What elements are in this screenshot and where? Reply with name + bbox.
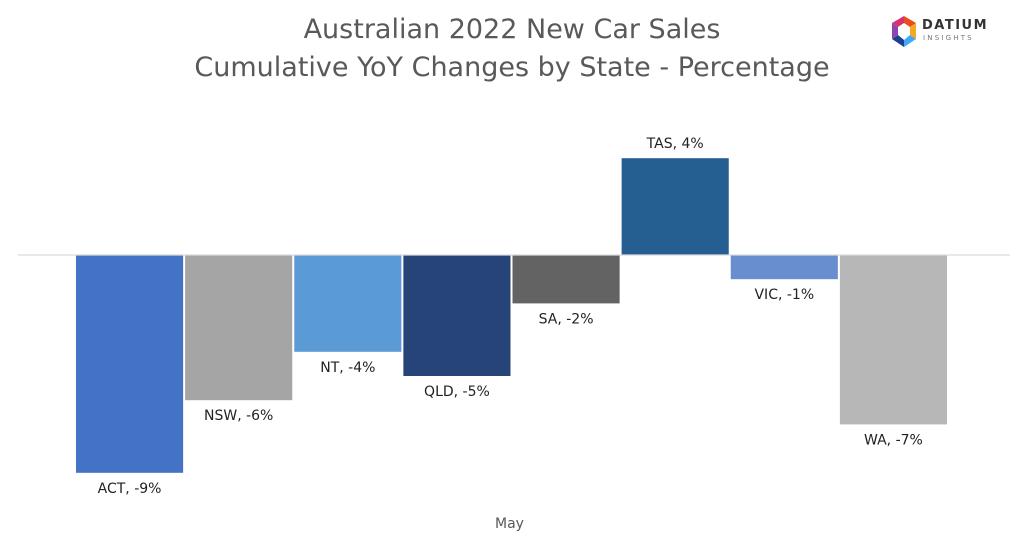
logo-wordmark: DATIUM <box>922 18 989 33</box>
datium-insights-logo: DATIUM INSIGHTS <box>890 15 1010 51</box>
data-label-act: ACT, -9% <box>98 481 162 497</box>
chart-subtitle: Cumulative YoY Changes by State - Percen… <box>194 52 830 83</box>
bar-nsw <box>185 255 293 401</box>
data-label-tas: TAS, 4% <box>646 136 704 152</box>
logo-facet-5 <box>892 23 898 39</box>
logo-facet-1 <box>904 16 916 27</box>
bar-vic <box>730 255 838 280</box>
bar-nt <box>294 255 402 352</box>
data-label-nt: NT, -4% <box>320 360 375 376</box>
logo-facet-2 <box>910 23 916 39</box>
x-axis-label: May <box>495 516 524 532</box>
data-label-qld: QLD, -5% <box>424 384 490 400</box>
data-label-wa: WA, -7% <box>864 432 923 448</box>
bar-act <box>76 255 184 473</box>
logo-subtitle: INSIGHTS <box>923 34 974 42</box>
bar-wa <box>839 255 947 425</box>
logo-facet-3 <box>904 35 916 47</box>
bar-sa <box>512 255 620 304</box>
logo-mark-icon <box>892 16 916 47</box>
data-label-sa: SA, -2% <box>539 311 594 327</box>
data-label-vic: VIC, -1% <box>754 287 814 303</box>
logo-facet-4 <box>892 35 904 47</box>
bar-tas <box>621 158 729 255</box>
bars-group <box>76 158 947 473</box>
bar-qld <box>403 255 511 376</box>
data-label-nsw: NSW, -6% <box>204 408 273 424</box>
logo-facet-6 <box>892 16 904 27</box>
data-labels-group: ACT, -9% NSW, -6% NT, -4% QLD, -5% SA, -2% TA… <box>98 136 923 497</box>
logo-facet-center <box>900 28 907 36</box>
chart-title: Australian 2022 New Car Sales <box>303 14 721 45</box>
